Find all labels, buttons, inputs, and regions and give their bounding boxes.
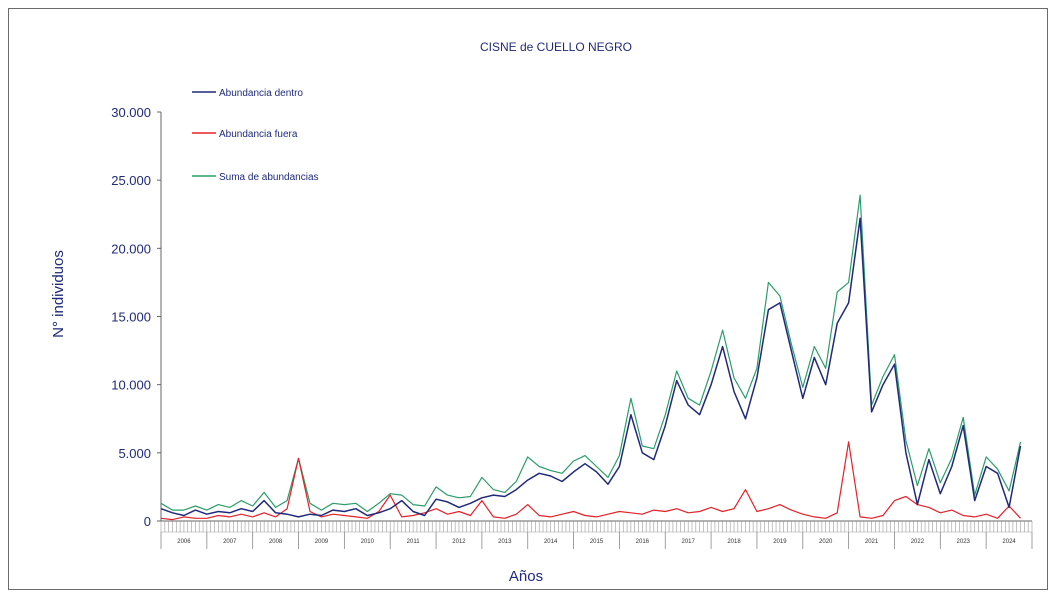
line-chart: CISNE de CUELLO NEGRO N° individuos Años… xyxy=(50,40,1033,585)
x-tick-label: 2018 xyxy=(727,539,741,545)
x-tick-label: 2017 xyxy=(682,539,696,545)
y-tick-label: 20.000 xyxy=(111,241,151,256)
legend-label: Suma de abundancias xyxy=(219,172,319,183)
y-axis: 0 5.000 10.000 15.000 20.000 25.000 30.000 xyxy=(111,105,162,529)
x-axis-label: Años xyxy=(509,568,543,585)
y-tick-label: 30.000 xyxy=(111,105,151,120)
x-tick-label: 2023 xyxy=(957,539,971,545)
x-tick-label: 2010 xyxy=(361,539,375,545)
x-tick-label: 2006 xyxy=(177,539,191,545)
legend-label: Abundancia fuera xyxy=(219,129,298,140)
x-tick-label: 2015 xyxy=(590,539,604,545)
y-tick-label: 25.000 xyxy=(111,173,151,188)
x-tick-label: 2014 xyxy=(544,539,558,545)
legend-label: Abundancia dentro xyxy=(219,88,303,99)
x-tick-label: 2022 xyxy=(911,539,925,545)
x-tick-label: 2021 xyxy=(865,539,879,545)
x-tick-label: 2012 xyxy=(452,539,466,545)
y-tick-label: 0 xyxy=(144,514,151,529)
chart-frame: CISNE de CUELLO NEGRO N° individuos Años… xyxy=(8,8,1048,590)
x-tick-label: 2020 xyxy=(819,539,833,545)
y-axis-label: N° individuos xyxy=(50,250,67,338)
x-tick-label: 2024 xyxy=(1002,539,1016,545)
x-tick-label: 2013 xyxy=(498,539,512,545)
x-tick-label: 2008 xyxy=(269,539,283,545)
series-line-abundancia-fuera xyxy=(160,441,1021,521)
x-tick-label: 2019 xyxy=(773,539,787,545)
legend: Abundancia dentro Abundancia fuera Suma de… xyxy=(192,88,319,183)
chart-title: CISNE de CUELLO NEGRO xyxy=(480,40,632,54)
series-line-abundancia-dentro xyxy=(160,217,1022,518)
y-tick-label: 15.000 xyxy=(111,310,151,325)
x-axis: 2006 2007 2008 2009 2010 2011 2012 2013 2014 2015… xyxy=(160,520,1033,549)
y-tick-label: 5.000 xyxy=(118,446,151,461)
x-tick-label: 2016 xyxy=(636,539,650,545)
series-layer xyxy=(160,194,1022,521)
series-line-suma-de-abundancias xyxy=(160,194,1022,513)
y-tick-label: 10.000 xyxy=(111,378,151,393)
x-tick-label: 2011 xyxy=(407,539,421,545)
x-tick-label: 2007 xyxy=(223,539,237,545)
x-tick-label: 2009 xyxy=(315,539,329,545)
